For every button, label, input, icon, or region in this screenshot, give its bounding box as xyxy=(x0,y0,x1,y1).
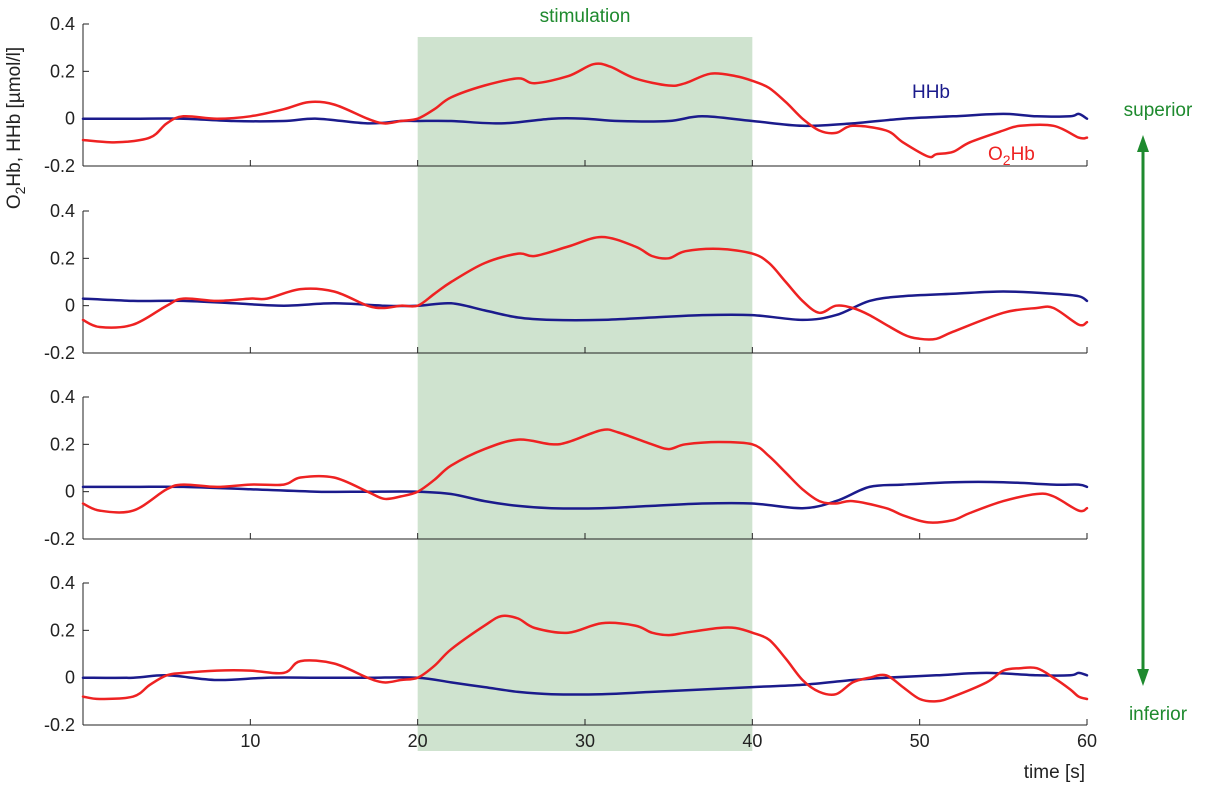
y-tick-label: 0 xyxy=(65,668,75,688)
y-tick-label: 0.4 xyxy=(50,387,75,407)
panel-lower-middle: 0.4 0.2 0 -0.2 xyxy=(44,387,1089,549)
superior-label: superior xyxy=(1124,100,1193,121)
y-tick-label: 0.4 xyxy=(50,573,75,593)
series-line-hhb xyxy=(81,290,1089,322)
stimulation-band xyxy=(417,37,753,751)
legend-hhb: HHb xyxy=(912,82,950,103)
series-line-hhb xyxy=(81,112,1089,128)
series-line-o2hb xyxy=(81,235,1089,341)
y-tick-label: 0 xyxy=(65,482,75,502)
series-line-hhb xyxy=(81,480,1089,510)
y-tick-label: -0.2 xyxy=(44,156,75,176)
y-tick-label: 0.2 xyxy=(50,248,75,268)
y-tick-label: 0.2 xyxy=(50,61,75,81)
y-tick-label: 0 xyxy=(65,296,75,316)
panels-layer: 0.40.20-0.20.40.20-0.20.40.20-0.20.40.20… xyxy=(44,14,1097,751)
y-tick-label: -0.2 xyxy=(44,715,75,735)
arrow-up-icon xyxy=(1137,135,1149,152)
inferior-label: inferior xyxy=(1129,704,1188,725)
x-tick-label: 20 xyxy=(408,731,428,751)
panel-upper-middle: 0.4 0.2 0 -0.2 xyxy=(44,201,1089,363)
x-tick-label: 50 xyxy=(910,731,930,751)
panel-inferior: 0.4 0.2 0 -0.2 10 20 30 40 50 60 xyxy=(44,573,1097,751)
series-line-hhb xyxy=(81,671,1089,696)
x-axis-label: time [s] xyxy=(1024,762,1085,783)
series-line-o2hb xyxy=(81,428,1089,524)
stimulation-layer xyxy=(417,37,753,751)
legend-o2hb: O2Hb xyxy=(988,144,1035,168)
y-tick-label: 0.4 xyxy=(50,14,75,34)
x-tick-label: 10 xyxy=(240,731,260,751)
series-line-o2hb xyxy=(81,62,1089,159)
y-tick-label: 0.2 xyxy=(50,434,75,454)
y-tick-label: 0.2 xyxy=(50,620,75,640)
arrow-down-icon xyxy=(1137,669,1149,686)
y-tick-label: 0.4 xyxy=(50,201,75,221)
x-tick-label: 30 xyxy=(575,731,595,751)
y-tick-label: -0.2 xyxy=(44,529,75,549)
series-line-o2hb xyxy=(81,614,1089,703)
panel-superior: 0.4 0.2 0 -0.2 xyxy=(44,14,1089,176)
stimulation-label: stimulation xyxy=(540,6,631,27)
x-tick-label: 40 xyxy=(742,731,762,751)
x-tick-label: 60 xyxy=(1077,731,1097,751)
y-tick-label: -0.2 xyxy=(44,343,75,363)
y-axis-label: O2Hb, HHb [µmol/l] xyxy=(4,47,28,209)
y-tick-label: 0 xyxy=(65,109,75,129)
